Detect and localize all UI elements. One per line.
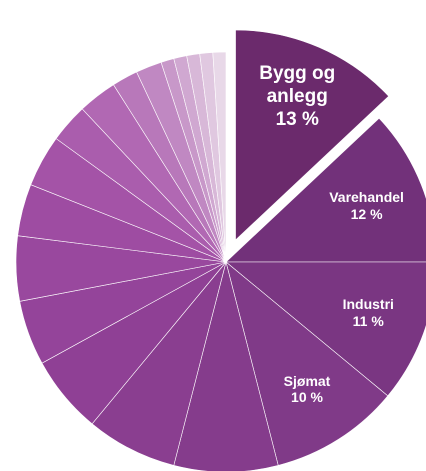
pie-slice xyxy=(235,29,390,241)
category-label: Industri xyxy=(342,296,394,313)
pie-slice xyxy=(225,261,389,466)
category-label: Sjømat xyxy=(283,372,331,389)
pie-slice xyxy=(225,261,426,397)
value-label: 12 % xyxy=(350,206,383,223)
category-label: Bygg og anlegg xyxy=(259,63,336,107)
slice-label: Bygg og anlegg 13 % xyxy=(242,63,352,131)
pie-slice xyxy=(225,117,426,263)
value-label: 11 % xyxy=(352,313,384,330)
pie-slice xyxy=(173,261,279,471)
value-label: 10 % xyxy=(291,389,323,406)
value-label: 13 % xyxy=(275,108,319,130)
pie-slice xyxy=(212,51,227,263)
category-label: Varehandel xyxy=(329,189,404,206)
slice-label: Varehandel 12 % xyxy=(307,190,426,224)
slice-label: Sjømat 10 % xyxy=(247,373,367,407)
slice-label: Industri 11 % xyxy=(308,296,426,330)
